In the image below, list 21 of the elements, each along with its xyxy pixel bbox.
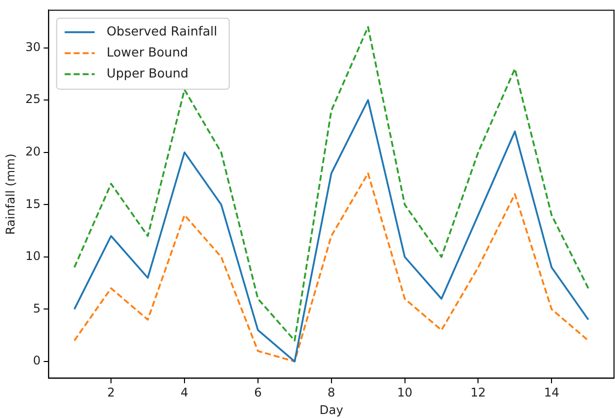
- y-axis-title: Rainfall (mm): [3, 154, 18, 235]
- line-series: [73, 172, 590, 362]
- y-tick-label: 10: [25, 249, 41, 264]
- legend-label: Lower Bound: [106, 44, 188, 60]
- x-tick-label: 8: [328, 386, 336, 400]
- y-tick-label: 0: [33, 354, 41, 368]
- y-tick-label: 20: [25, 144, 41, 159]
- x-tick-label: 10: [397, 386, 412, 400]
- y-tick-label: 5: [33, 301, 41, 316]
- legend-label: Observed Rainfall: [106, 23, 218, 38]
- x-tick-label: 12: [470, 386, 486, 400]
- x-tick-label: 4: [180, 386, 188, 400]
- y-tick-label: 25: [25, 92, 41, 106]
- line-series: [73, 26, 590, 342]
- legend-label: Upper Bound: [106, 65, 188, 80]
- x-tick-label: 14: [544, 386, 560, 400]
- y-tick-label: 30: [25, 40, 41, 54]
- x-tick-label: 6: [254, 386, 262, 400]
- x-axis-title: Day: [319, 402, 344, 417]
- y-tick-label: 15: [25, 196, 41, 211]
- x-tick-label: 2: [107, 386, 115, 400]
